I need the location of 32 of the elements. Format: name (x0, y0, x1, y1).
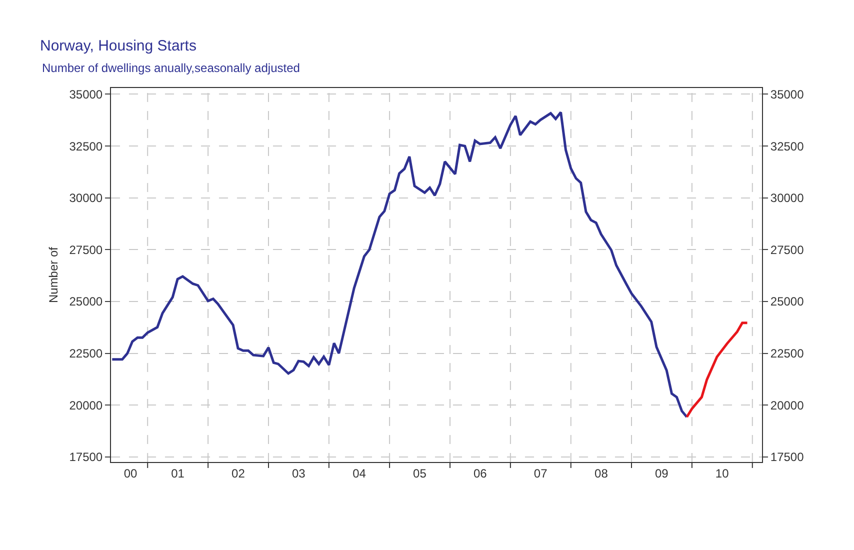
x-tick-label: 09 (654, 466, 669, 480)
x-tick-label: 03 (292, 466, 306, 480)
chart-subtitle: Number of dwellings anually,seasonally adjusted (42, 61, 300, 75)
y2-tick-label: 27500 (770, 242, 804, 257)
y2-tick-label: 17500 (770, 450, 804, 464)
y2-tick-label: 32500 (770, 139, 804, 154)
x-tick-label: 08 (594, 466, 608, 480)
y-tick-label: 22500 (69, 346, 103, 361)
x-tick-label: 04 (352, 466, 366, 480)
x-tick-label: 10 (715, 466, 730, 480)
x-tick-label: 06 (473, 466, 488, 480)
x-tick-label: 01 (171, 466, 185, 480)
x-tick-label: 07 (534, 466, 548, 480)
x-tick-label: 02 (232, 466, 246, 480)
line-series (111, 111, 688, 418)
y2-tick-label: 20000 (770, 398, 804, 412)
y-tick-label: 25000 (69, 294, 103, 309)
x-tick-label: 00 (124, 466, 138, 480)
line-series (686, 322, 749, 418)
y-tick-label: 27500 (69, 242, 103, 257)
y-axis-title: Number of (46, 246, 61, 304)
y2-tick-label: 35000 (770, 87, 804, 102)
y-tick-label: 20000 (69, 398, 103, 412)
chart-title: Norway, Housing Starts (40, 37, 196, 54)
y-tick-label: 17500 (69, 450, 103, 464)
y2-tick-label: 30000 (770, 191, 804, 206)
y-tick-label: 35000 (69, 87, 103, 102)
y-tick-label: 30000 (69, 191, 103, 206)
x-tick-label: 05 (413, 466, 427, 480)
y2-tick-label: 22500 (770, 346, 804, 361)
y-tick-label: 32500 (69, 139, 103, 154)
y2-tick-label: 25000 (770, 294, 804, 309)
